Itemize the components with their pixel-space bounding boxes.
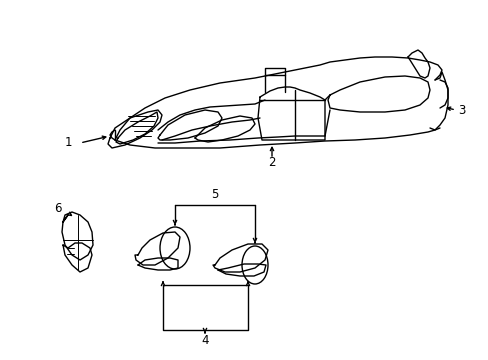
Text: 4: 4 [201, 334, 208, 347]
Text: 1: 1 [64, 136, 72, 149]
Text: 3: 3 [457, 104, 465, 117]
Text: 5: 5 [211, 189, 218, 202]
Text: 6: 6 [54, 202, 61, 215]
Text: 2: 2 [268, 157, 275, 170]
